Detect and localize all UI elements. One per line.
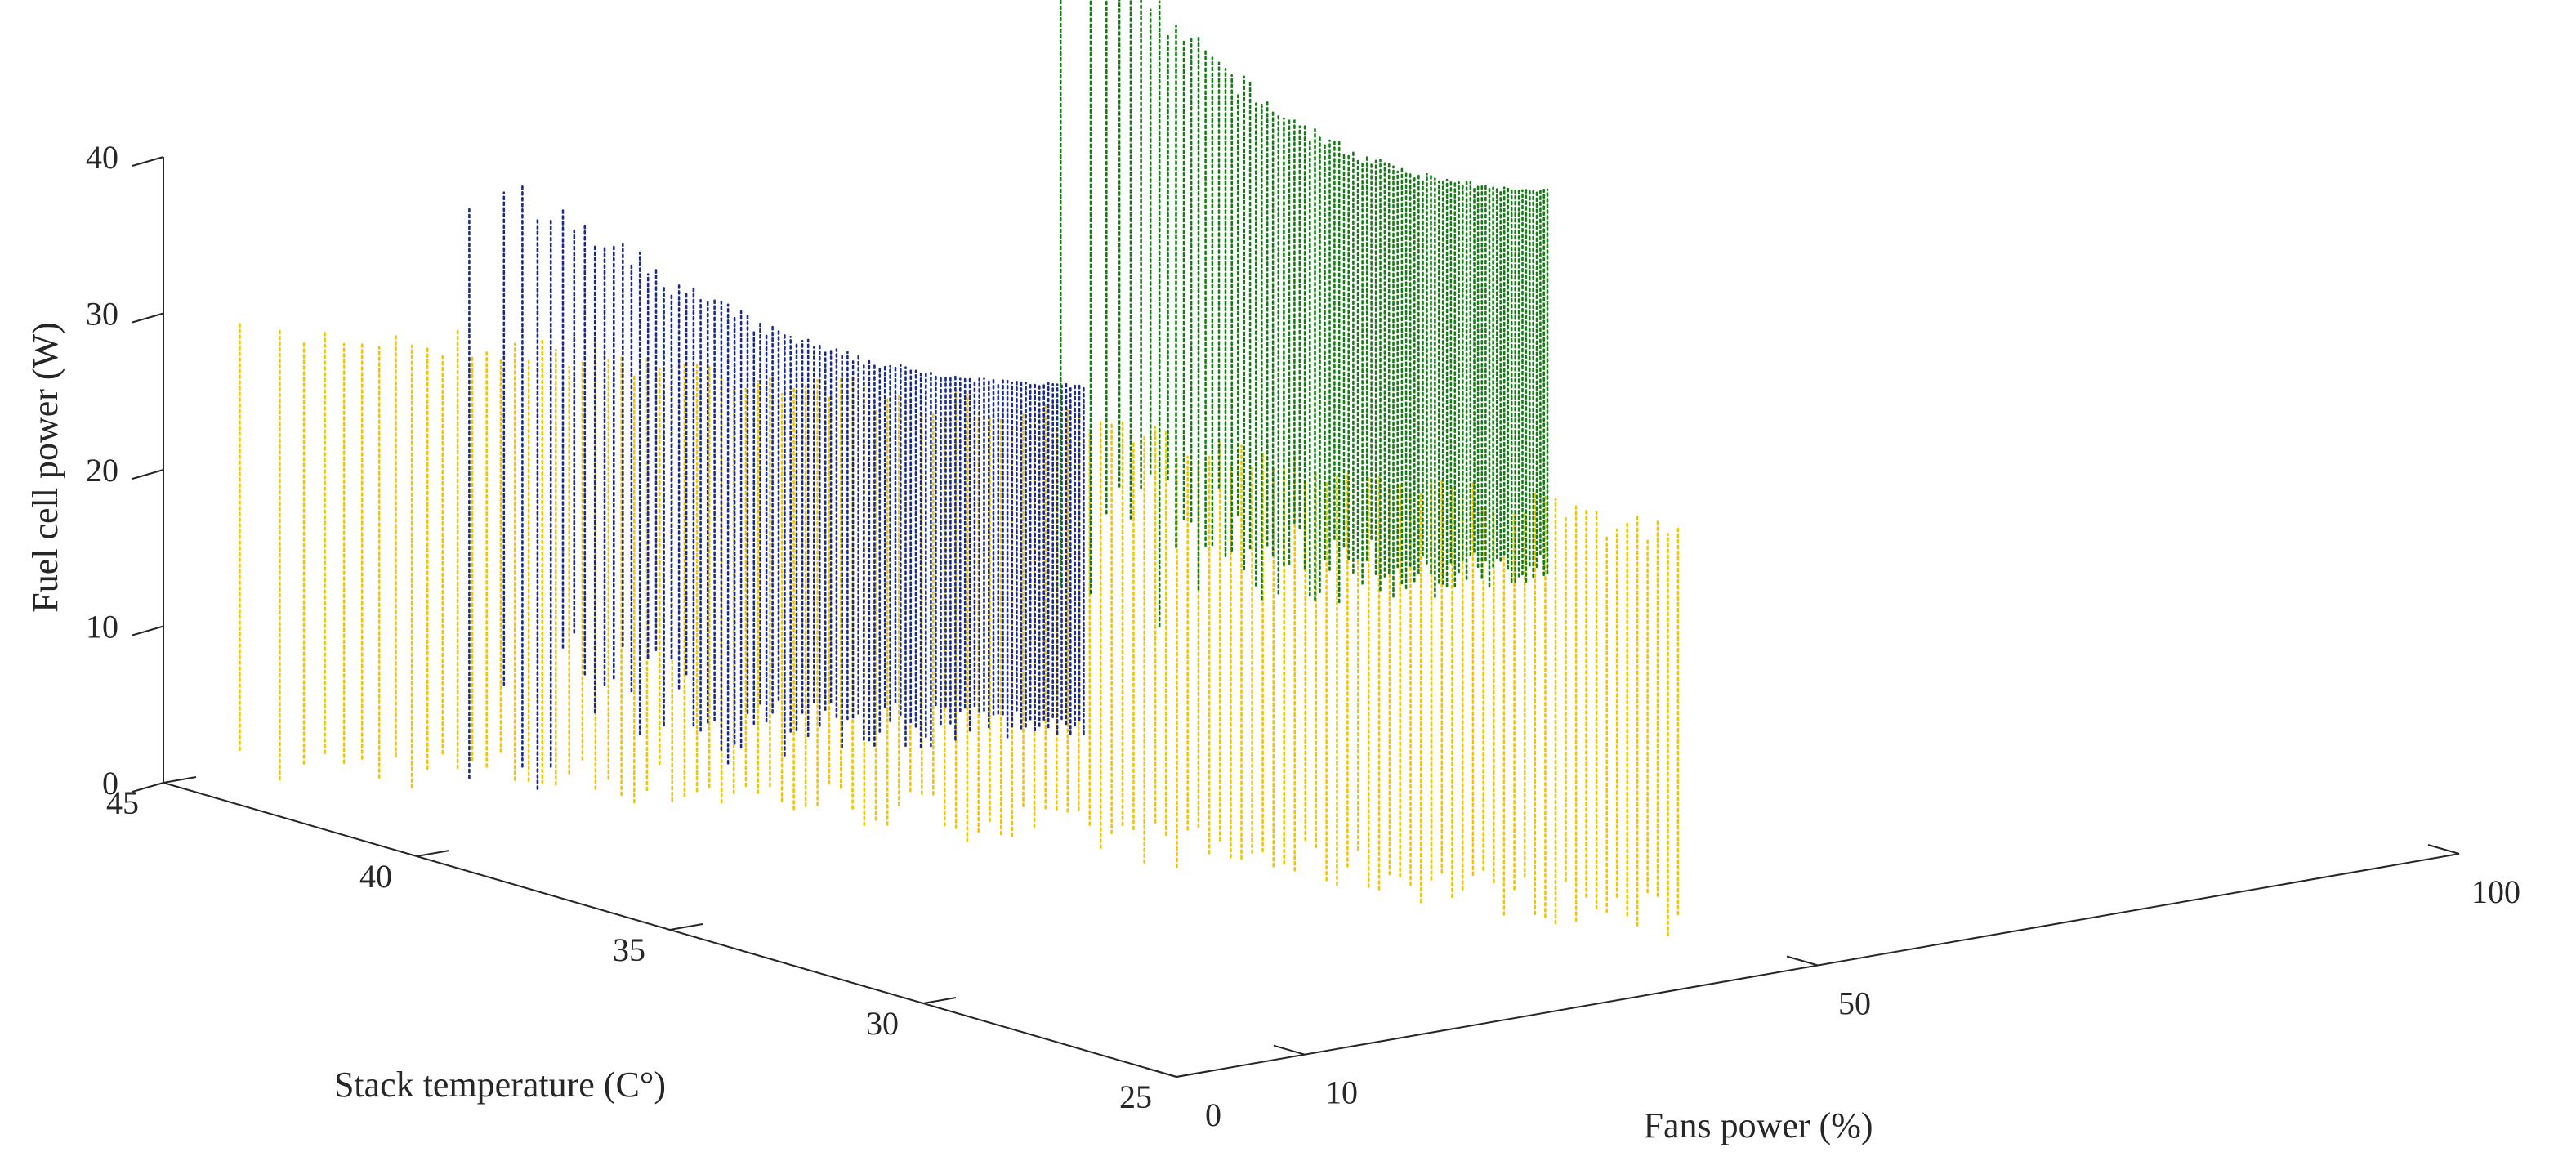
x-tick-mark xyxy=(2427,844,2460,855)
y-tick-label: 40 xyxy=(359,858,392,895)
x-tick-label: 100 xyxy=(2471,873,2520,910)
axes-layer xyxy=(163,157,2460,1078)
y-tick-mark xyxy=(922,997,957,1004)
series-1 xyxy=(239,322,1680,936)
z-tick-label: 30 xyxy=(86,296,118,333)
x-tick-label: 0 xyxy=(1205,1096,1221,1133)
series-3 xyxy=(1059,0,1549,627)
z-tick-label: 20 xyxy=(86,452,118,489)
y-tick-label: 30 xyxy=(866,1005,899,1042)
z-tick-label: 10 xyxy=(86,609,118,645)
y-tick-mark xyxy=(669,923,703,931)
x-tick-mark xyxy=(1786,955,1819,967)
y-axis-label: Stack temperature (C°) xyxy=(334,1065,666,1105)
z-tick-label: 0 xyxy=(102,765,118,802)
x-tick-label: 10 xyxy=(1325,1074,1358,1111)
x-tick-label: 50 xyxy=(1838,985,1871,1022)
series-layer xyxy=(239,0,1680,936)
z-tick-mark xyxy=(132,312,164,324)
z-tick-mark xyxy=(132,469,164,480)
z-tick-mark xyxy=(132,782,164,793)
y-tick-label: 45 xyxy=(106,784,139,821)
z-tick-mark xyxy=(132,156,164,167)
z-axis-label: Fuel cell power (W) xyxy=(25,322,65,613)
y-tick-mark xyxy=(163,776,197,784)
y-tick-label: 25 xyxy=(1119,1078,1152,1115)
series-2 xyxy=(468,183,1085,790)
y-tick-mark xyxy=(1176,1070,1210,1078)
x-axis-label: Fans power (%) xyxy=(1643,1105,1873,1145)
x-tick-mark xyxy=(1145,1067,1177,1078)
z-tick-mark xyxy=(132,625,164,636)
z-tick-label: 40 xyxy=(86,139,118,176)
x-tick-mark xyxy=(1273,1044,1306,1056)
y-tick-label: 35 xyxy=(613,931,645,968)
labels-layer: Fuel cell power (W) Stack temperature (C… xyxy=(25,322,1873,1145)
y-tick-mark xyxy=(416,850,450,857)
